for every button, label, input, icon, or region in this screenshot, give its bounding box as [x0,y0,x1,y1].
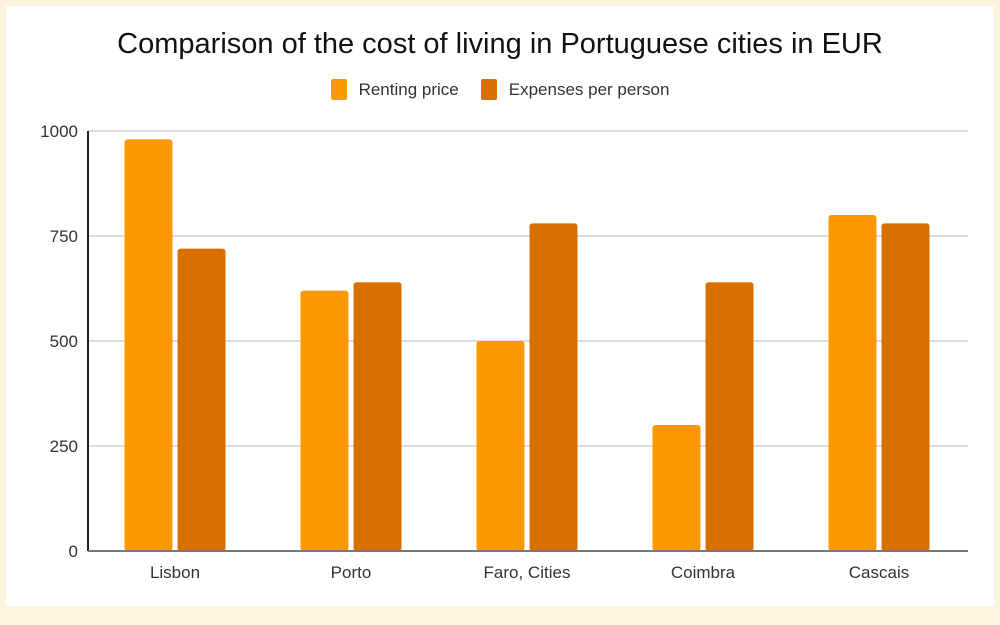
bar-renting [828,215,877,551]
y-tick-label: 750 [50,227,78,246]
bar-renting [300,290,349,551]
bar-renting [652,425,701,551]
y-tick-label: 500 [50,332,78,351]
x-tick-label: Porto [331,563,372,582]
chart-title: Comparison of the cost of living in Port… [117,28,883,60]
bar-renting [476,341,525,551]
legend-label-expenses: Expenses per person [508,79,670,99]
y-tick-label: 0 [69,542,78,561]
x-tick-label: Cascais [849,563,909,582]
bar-expenses [705,282,754,551]
bar-renting [124,139,173,551]
x-tick-label: Coimbra [671,563,736,582]
x-tick-label: Lisbon [150,563,200,582]
legend-swatch-renting [330,79,347,100]
bar-expenses [353,282,402,551]
legend-item-renting[interactable]: Renting price [330,79,459,100]
y-tick-label: 250 [50,437,78,456]
bar-expenses [529,223,578,551]
legend-label-renting: Renting price [358,79,459,99]
legend-swatch-expenses [480,79,497,100]
legend-item-expenses[interactable]: Expenses per person [480,79,670,100]
y-tick-label: 1000 [40,122,78,141]
bar-expenses [881,223,930,551]
chart-legend: Renting price Expenses per person [0,79,1000,100]
bar-expenses [177,248,226,551]
x-tick-label: Faro, Cities [484,563,571,582]
